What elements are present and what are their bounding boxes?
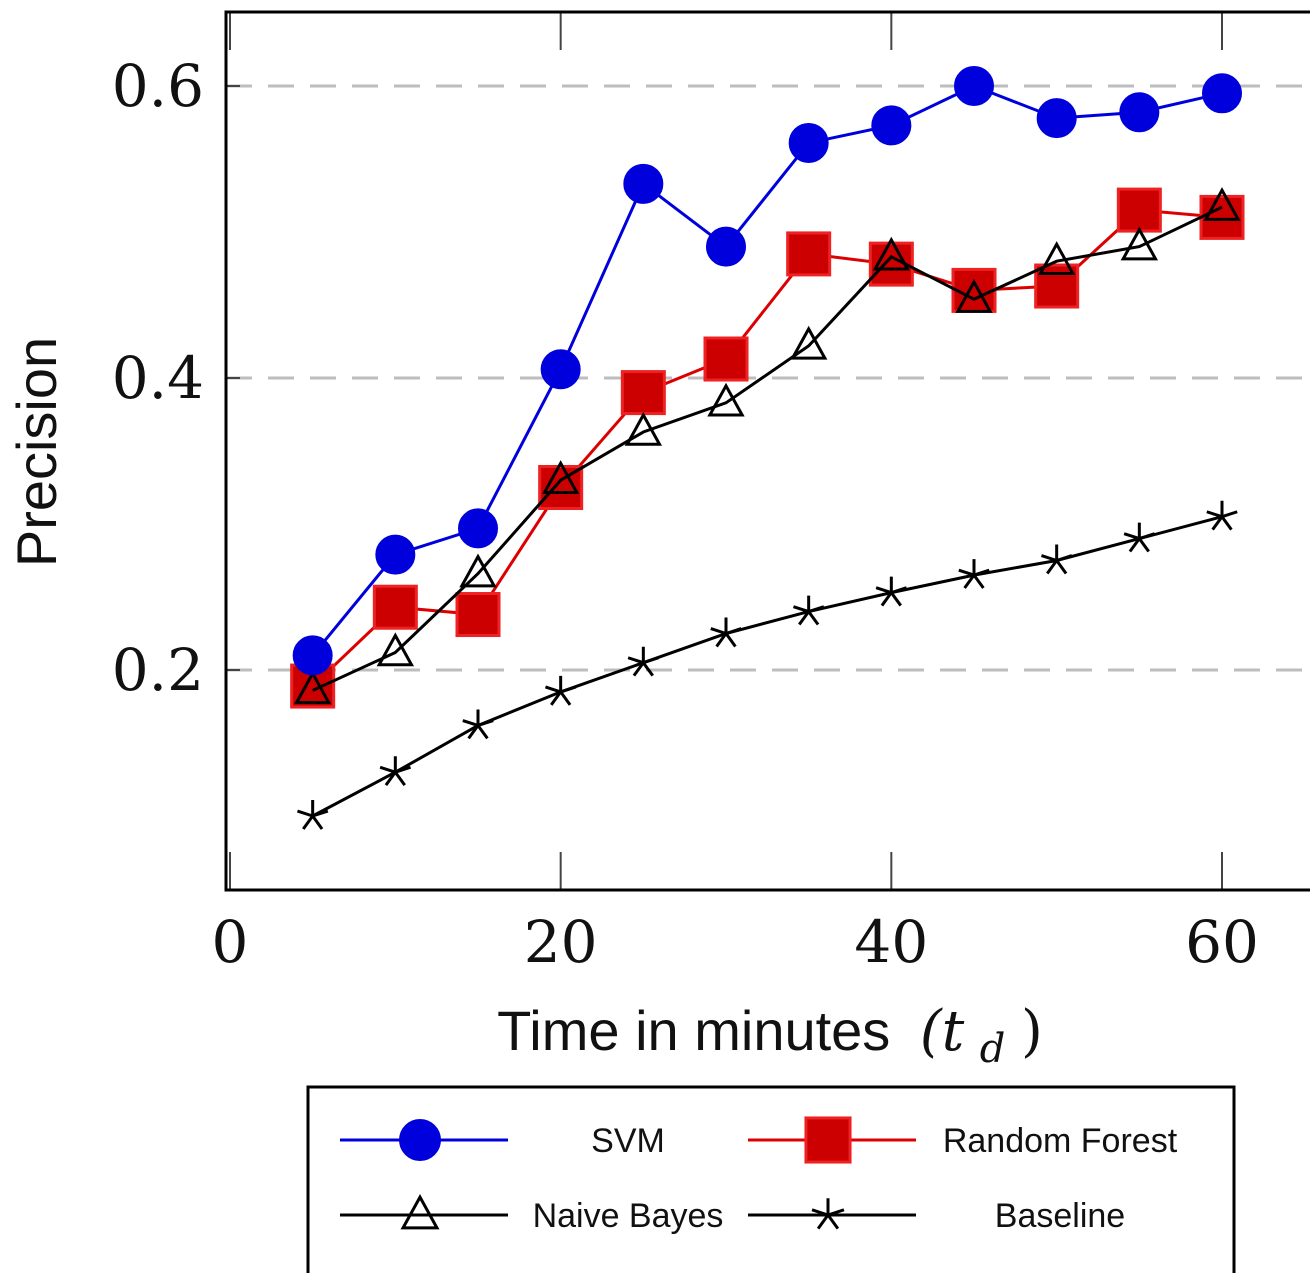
data-point-naive-bayes [624,411,663,446]
x-axis-title: Time in minutes (t d ) [497,999,1043,1074]
legend: SVM Random Forest Naive Bayes Baseline [306,1085,1236,1273]
x-axis-title-close: ) [1021,999,1043,1064]
data-point-random-forest [372,584,418,630]
series-layer [290,66,1245,830]
data-point-svm [458,508,498,549]
x-tick-label: 20 [524,908,598,976]
data-point-svm [954,66,994,106]
data-point-naive-bayes [376,632,415,667]
plot-frame [224,10,1310,892]
y-tick-label: 0.6 [112,52,204,120]
tick-labels: 0.2 0.4 0.6 0 20 40 60 [112,52,1259,976]
data-point-naive-bayes [293,670,332,705]
axis-ticks [226,12,1223,890]
data-point-naive-bayes [955,279,993,313]
legend-label-baseline: Baseline [995,1197,1125,1235]
legend-marker-svm [399,1119,441,1161]
data-point-naive-bayes [459,553,497,588]
data-point-svm [1119,92,1160,133]
series-baseline [296,500,1238,830]
data-point-baseline [1040,544,1073,575]
data-point-baseline [544,675,577,706]
series-svm [292,66,1242,676]
data-point-naive-bayes [872,236,911,271]
legend-marker-baseline [811,1198,845,1230]
x-tick-label: 0 [212,908,249,976]
data-point-svm [788,122,829,163]
legend-label-random-forest: Random Forest [943,1122,1178,1160]
series-line-svm [311,84,1223,657]
legend-marker-naive-bayes [400,1194,440,1230]
x-axis-title-text: Time in minutes [497,999,890,1062]
data-point-baseline [792,595,825,626]
data-point-naive-bayes [789,325,828,360]
legend-marker-random-forest [804,1116,852,1164]
data-point-naive-bayes [1120,226,1159,261]
data-point-svm [706,226,746,267]
data-point-random-forest [786,231,832,277]
data-point-random-forest [620,370,666,416]
data-point-random-forest [703,336,749,382]
data-point-naive-bayes [707,382,745,417]
data-point-baseline [875,576,908,607]
y-tick-label: 0.4 [112,344,204,412]
data-point-svm [1036,98,1077,139]
data-point-baseline [1123,522,1156,553]
data-point-svm [1202,73,1242,114]
data-point-baseline [1206,500,1238,531]
data-point-naive-bayes [1037,241,1076,275]
data-point-svm [375,534,416,575]
series-random-forest [290,187,1245,709]
series-line-baseline [311,515,1223,818]
data-point-baseline [379,756,412,787]
x-axis-title-symbol: (t [920,999,965,1064]
data-point-baseline [462,709,494,740]
legend-item-baseline: Baseline [748,1197,1125,1235]
data-point-svm [623,163,664,204]
y-axis-title: Precision [5,337,68,567]
legend-item-random-forest: Random Forest [748,1116,1178,1164]
legend-box [306,1085,1236,1273]
x-axis-title-subscript: d [980,1026,1006,1072]
data-point-baseline [958,559,990,589]
data-point-svm [292,635,333,676]
grid-lines [226,84,1310,672]
legend-item-svm: SVM [340,1119,665,1161]
series-line-naive-bayes [312,205,1223,692]
data-point-baseline [296,800,329,830]
series-line-random-forest [311,208,1223,688]
data-point-svm [540,349,581,390]
y-tick-label: 0.2 [112,636,204,704]
x-tick-label: 40 [854,908,928,976]
legend-label-svm: SVM [591,1122,665,1160]
legend-label-naive-bayes: Naive Bayes [533,1197,724,1235]
series-naive-bayes [293,187,1241,705]
data-point-baseline [627,646,660,677]
data-point-naive-bayes [541,460,580,494]
legend-item-naive-bayes: Naive Bayes [340,1194,724,1235]
x-tick-label: 60 [1185,908,1259,976]
data-point-random-forest [455,592,501,638]
data-point-naive-bayes [1203,187,1241,221]
data-point-baseline [710,617,742,648]
data-point-random-forest [1116,187,1162,233]
data-point-svm [871,105,912,146]
